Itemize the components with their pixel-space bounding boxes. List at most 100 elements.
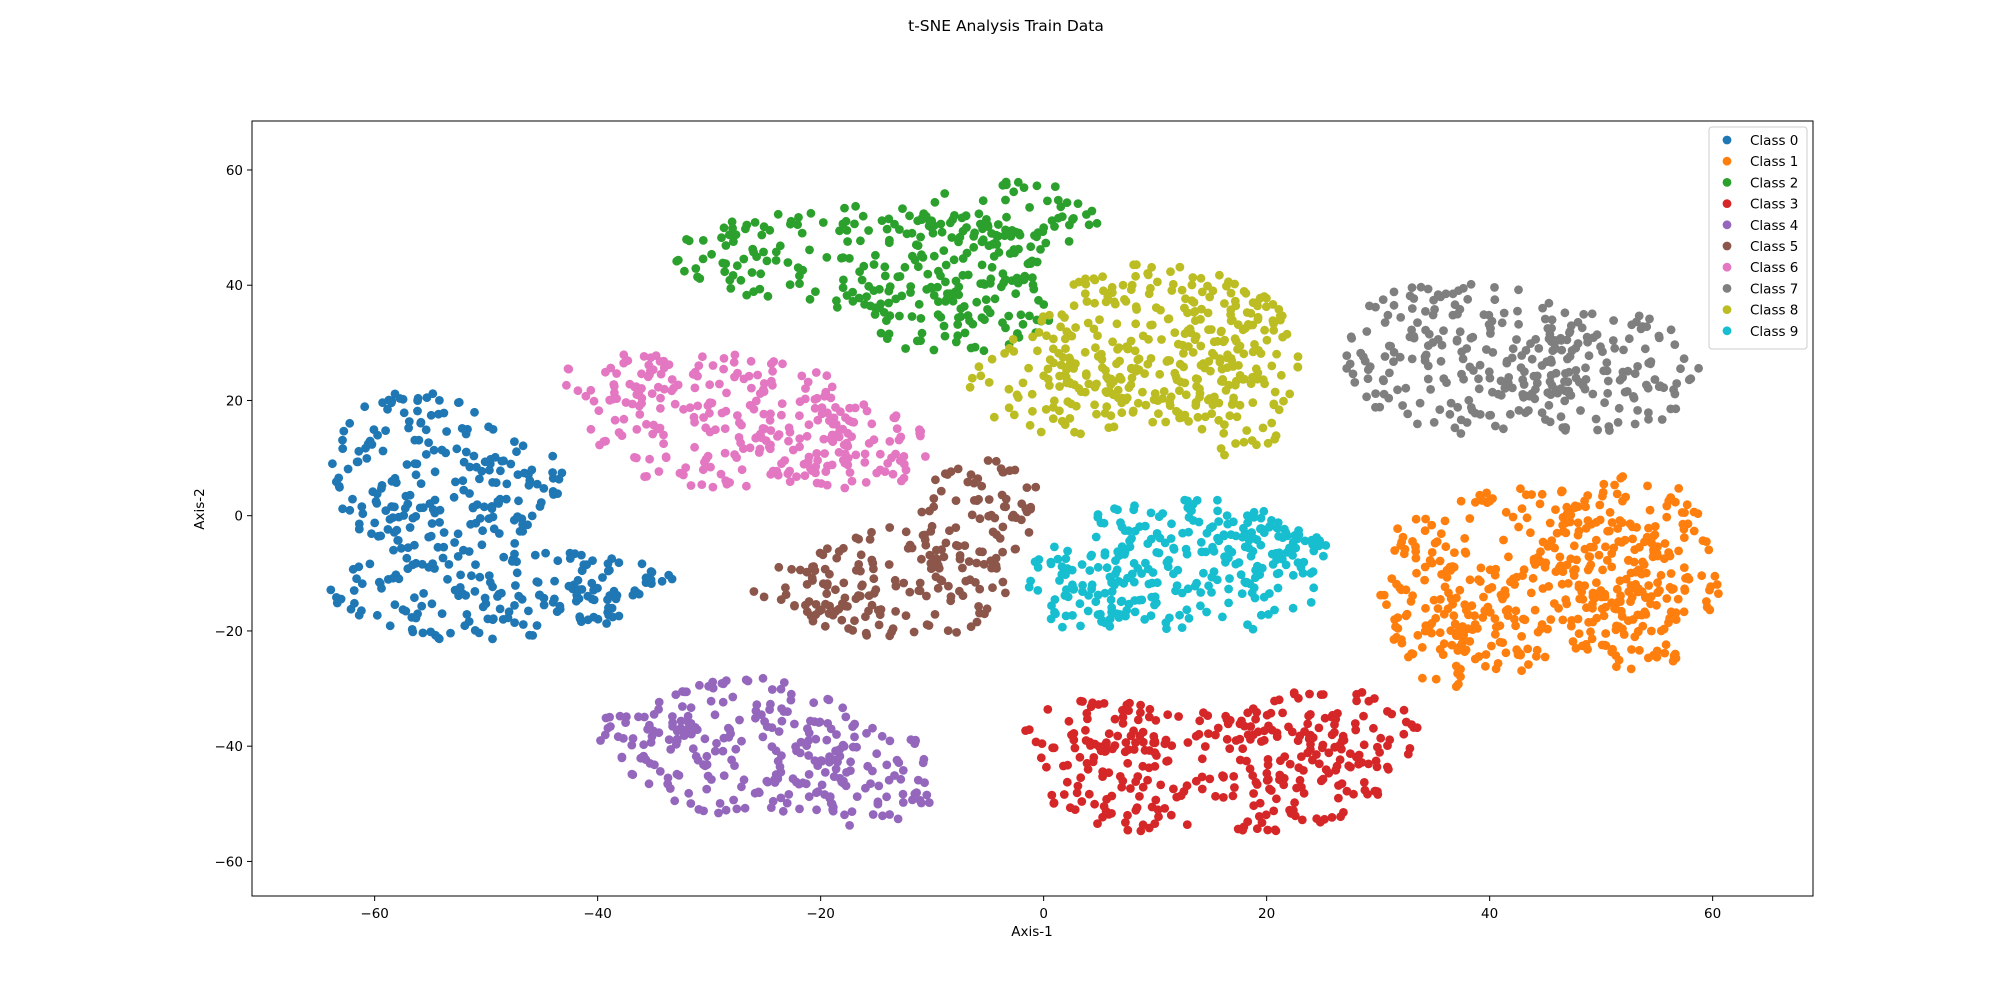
data-point <box>1027 389 1037 399</box>
data-point <box>1297 752 1306 761</box>
data-point <box>741 224 750 234</box>
data-point <box>837 615 847 625</box>
data-point <box>1608 336 1618 345</box>
data-point <box>1196 314 1205 324</box>
data-point <box>488 512 498 522</box>
data-point <box>1624 556 1633 565</box>
data-point <box>1640 592 1650 602</box>
data-point <box>801 779 811 789</box>
data-point <box>1318 690 1328 699</box>
data-point <box>754 448 764 457</box>
data-point <box>1196 360 1206 370</box>
data-point <box>684 788 694 798</box>
data-point <box>872 749 882 759</box>
data-point <box>390 502 399 512</box>
data-point <box>1093 513 1103 522</box>
data-point <box>790 601 799 611</box>
data-point <box>1573 317 1583 327</box>
data-point <box>808 576 817 585</box>
data-point <box>428 389 438 399</box>
data-point <box>922 591 931 601</box>
data-point <box>1230 296 1240 306</box>
data-point <box>772 466 782 476</box>
data-point <box>387 476 397 486</box>
data-point <box>913 262 923 272</box>
data-point <box>1047 216 1057 226</box>
data-point <box>1290 798 1299 808</box>
data-point <box>1569 541 1579 551</box>
data-point <box>1036 427 1046 437</box>
data-point <box>700 734 710 744</box>
data-point <box>1267 516 1276 525</box>
data-point <box>427 519 437 528</box>
data-point <box>1249 789 1258 798</box>
data-point <box>407 625 417 634</box>
data-point <box>1022 507 1032 517</box>
data-point <box>799 459 809 469</box>
data-point <box>973 474 983 483</box>
data-point <box>1522 513 1532 523</box>
data-point <box>1182 605 1192 615</box>
data-point <box>1407 304 1417 313</box>
data-point <box>1151 716 1161 725</box>
data-point <box>1170 368 1180 378</box>
data-point <box>1070 743 1080 753</box>
data-point <box>1427 618 1437 628</box>
data-point <box>720 424 730 433</box>
data-point <box>1643 481 1652 491</box>
data-point <box>1250 340 1259 349</box>
data-point <box>1059 761 1068 771</box>
data-point <box>1099 699 1109 708</box>
data-point <box>1364 759 1373 769</box>
data-point <box>715 379 724 389</box>
data-point <box>1276 370 1286 380</box>
data-point <box>645 720 654 730</box>
data-point <box>1203 308 1213 318</box>
data-point <box>1204 581 1213 591</box>
data-point <box>1024 725 1034 734</box>
data-point <box>773 209 783 219</box>
data-point <box>737 420 746 430</box>
data-point <box>918 758 928 768</box>
data-point <box>901 527 911 537</box>
data-point <box>695 274 705 283</box>
data-point <box>495 494 505 504</box>
data-point <box>778 806 788 816</box>
data-point <box>530 550 540 560</box>
data-point <box>1086 702 1096 712</box>
data-point <box>867 419 877 429</box>
data-point <box>820 621 830 631</box>
data-point <box>1107 791 1117 801</box>
data-point <box>1420 562 1430 572</box>
data-point <box>1537 489 1547 499</box>
data-point <box>1531 334 1541 344</box>
data-point <box>458 476 468 486</box>
data-point <box>1540 652 1550 662</box>
data-point <box>499 552 509 562</box>
data-point <box>806 464 815 473</box>
data-point <box>707 775 716 784</box>
data-point <box>1229 772 1239 781</box>
data-point <box>1697 571 1707 581</box>
data-point <box>1100 548 1110 557</box>
data-point <box>1514 406 1524 415</box>
data-point <box>1004 311 1014 321</box>
data-point <box>1147 262 1156 272</box>
data-point <box>1115 356 1124 366</box>
data-point <box>1279 396 1288 406</box>
data-point <box>1236 570 1246 579</box>
data-point <box>739 254 749 264</box>
data-point <box>396 543 406 553</box>
legend-marker <box>1722 199 1732 209</box>
legend-marker <box>1722 135 1732 145</box>
data-point <box>511 581 520 590</box>
data-point <box>737 736 746 746</box>
data-point <box>988 583 997 593</box>
data-point <box>1146 611 1156 620</box>
data-point <box>647 567 657 577</box>
data-point <box>1160 804 1170 813</box>
data-point <box>782 798 792 808</box>
data-point <box>1251 364 1261 374</box>
data-point <box>1219 428 1229 438</box>
data-point <box>1176 791 1186 800</box>
